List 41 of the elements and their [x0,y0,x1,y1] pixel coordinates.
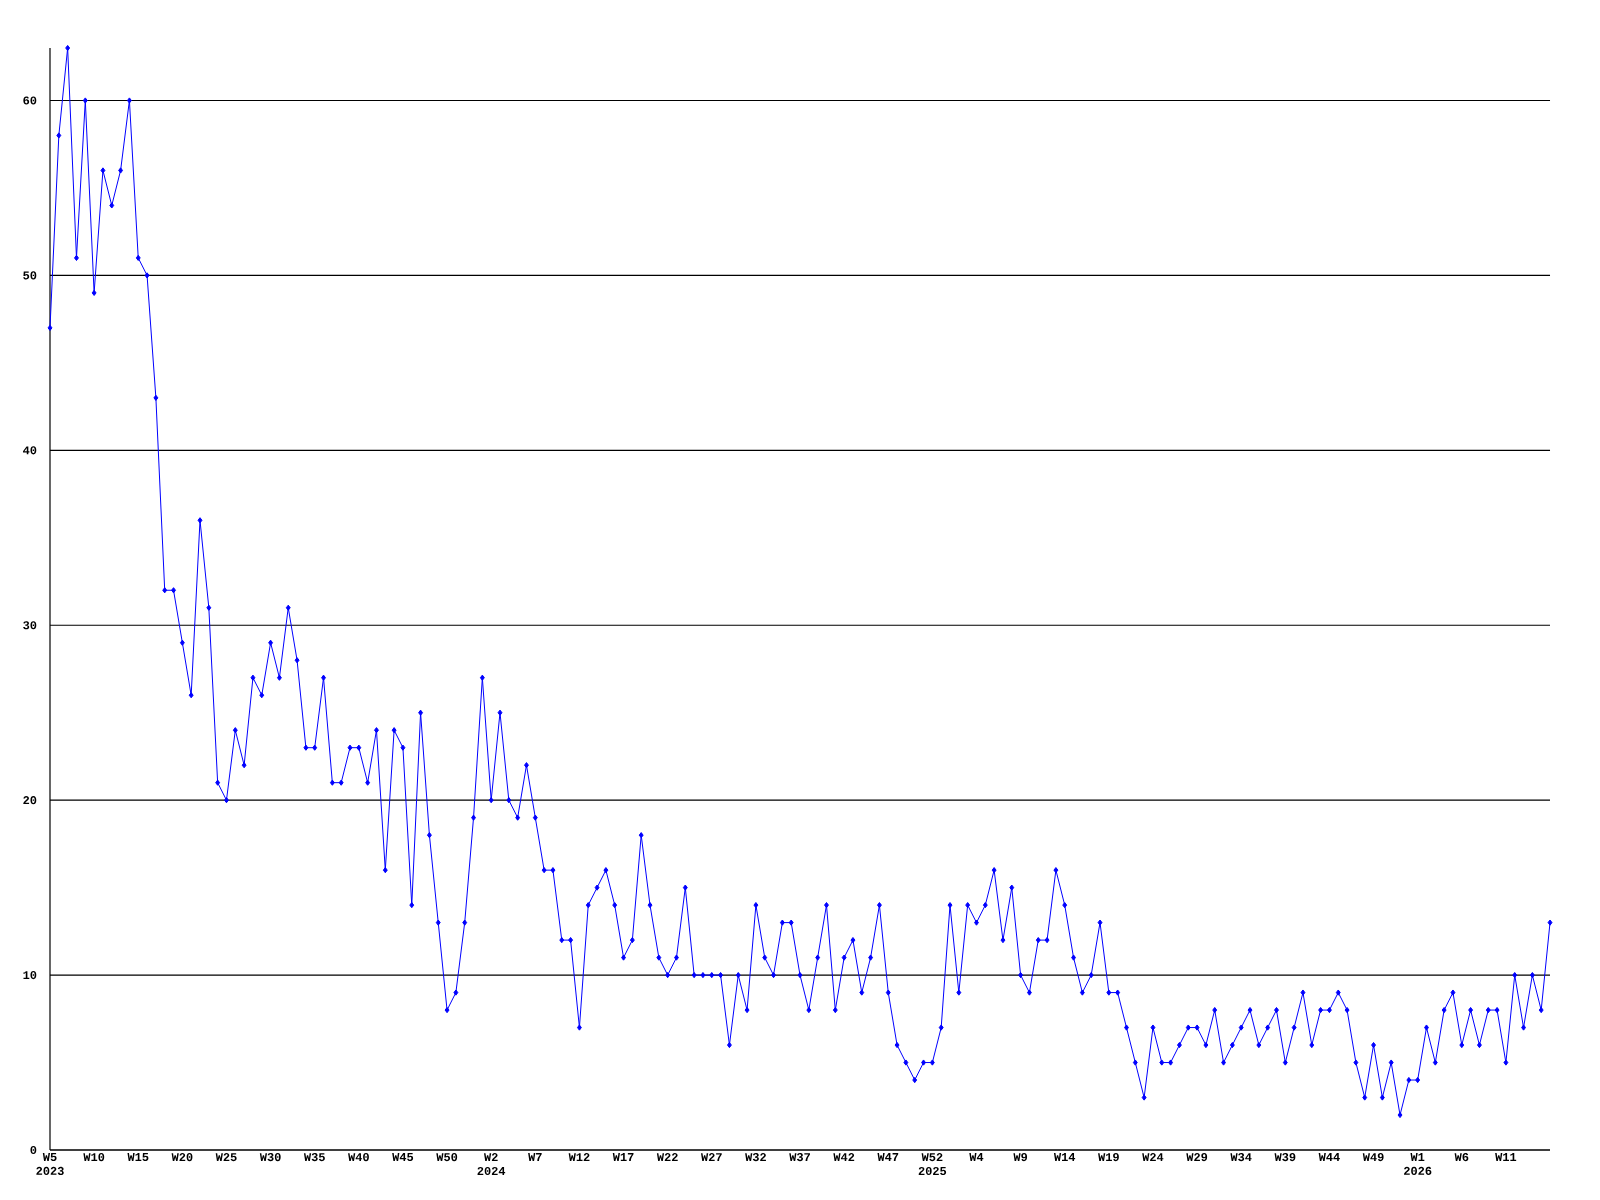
x-tick-label: W9 [1013,1153,1028,1162]
y-tick-label: 10 [23,971,37,980]
x-tick-label: W5 2023 [36,1153,64,1175]
x-tick-label: W50 [436,1153,458,1162]
x-tick-label: W34 [1230,1153,1252,1162]
x-tick-label: W19 [1098,1153,1119,1162]
x-tick-label: W52 2025 [918,1153,947,1176]
x-tick-label: W35 [303,1153,325,1162]
x-tick-label: W29 [1186,1153,1208,1162]
x-tick-label: W45 [392,1153,414,1162]
y-tick-label: 20 [23,796,37,805]
y-tick-label: 50 [23,271,37,280]
x-tick-label: W10 [83,1153,105,1162]
y-tick-label: 40 [23,446,37,455]
x-tick-label: W39 [1274,1153,1296,1162]
x-tick-label: W17 [612,1153,634,1161]
x-tick-label: W37 [789,1153,810,1162]
x-tick-label: W12 [568,1153,590,1162]
y-tick-label: 30 [23,621,37,630]
x-tick-label: W42 [833,1153,855,1162]
x-tick-label: W49 [1362,1153,1384,1162]
x-tick-label: W14 [1053,1153,1076,1161]
x-tick-label: W6 [1454,1153,1469,1162]
x-tick-label: W30 [259,1153,281,1162]
x-tick-label: W15 [127,1153,149,1162]
x-tick-label: W24 [1142,1153,1164,1162]
x-tick-label: W7 [528,1153,542,1161]
y-tick-label: 0 [30,1145,37,1155]
x-tick-label: W40 [348,1153,369,1162]
x-tick-label: W11 [1495,1153,1517,1161]
x-tick-label: W1 2026 [1404,1153,1432,1175]
x-tick-label: W22 [656,1153,678,1162]
x-tick-label: W27 [701,1153,722,1162]
x-tick-label: W32 [745,1153,766,1162]
x-tick-label: W47 [877,1153,899,1161]
x-tick-label: W25 [215,1153,237,1162]
x-tick-label: W4 [969,1153,984,1161]
x-tick-label: W2 2024 [477,1153,506,1176]
x-tick-label: W44 [1318,1153,1340,1161]
x-tick-label: W20 [171,1153,193,1162]
y-tick-label: 60 [23,96,37,105]
